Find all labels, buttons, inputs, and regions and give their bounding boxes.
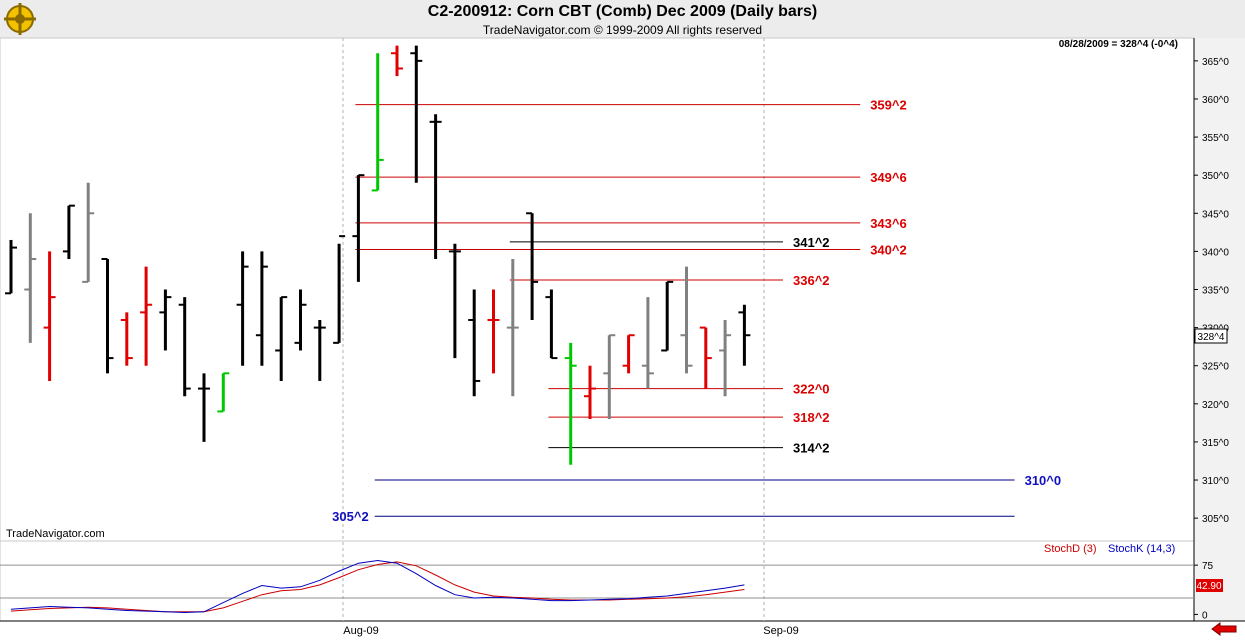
scroll-left-arrow-icon[interactable] [1211, 622, 1237, 636]
ohlc-bar [101, 258, 114, 374]
ohlc-bar [178, 297, 191, 397]
ohlc-bar [699, 326, 712, 389]
chart-title: C2-200912: Corn CBT (Comb) Dec 2009 (Dai… [427, 3, 818, 20]
ohlc-bar [603, 334, 616, 420]
stoch-last-value-box [1196, 579, 1223, 592]
ohlc-bar [275, 296, 288, 381]
last-price-label: 328^4 [1198, 332, 1225, 343]
stochastic-lines: 75 0 [0, 559, 1214, 621]
y-tick-label: 320^0 [1202, 400, 1229, 411]
ohlc-bar [236, 251, 249, 366]
ohlc-bar [140, 266, 153, 366]
y-tick-label: 315^0 [1202, 438, 1229, 449]
ohlc-bar [410, 45, 423, 183]
y-tick-label: 305^0 [1202, 514, 1229, 525]
ohlc-bar [294, 289, 307, 351]
stoch-tick-label: 75 [1202, 561, 1214, 572]
ohlc-bar [641, 297, 654, 389]
trade-navigator-logo [4, 3, 36, 35]
y-tick-label: 350^0 [1202, 171, 1229, 182]
level-label: 343^6 [870, 216, 907, 231]
ohlc-bar [448, 243, 461, 359]
stoch-d-legend: StochD (3) [1044, 543, 1097, 555]
ohlc-bar [82, 182, 95, 283]
level-label: 359^2 [870, 98, 907, 113]
ohlc-bar [661, 280, 674, 352]
level-label: 340^2 [870, 242, 907, 257]
ohlc-bar [62, 204, 75, 260]
ohlc-bar [24, 213, 37, 343]
ohlc-bar [738, 304, 751, 366]
ohlc-bar [217, 372, 230, 413]
y-tick-label: 345^0 [1202, 209, 1229, 220]
ohlc-bar [506, 259, 519, 397]
ohlc-bar [120, 312, 133, 366]
chart-subtitle: TradeNavigator.com © 1999-2009 All right… [482, 23, 763, 37]
ohlc-bar [371, 53, 384, 192]
stoch-k-legend: StochK (14,3) [1108, 543, 1175, 555]
ohlc-bar [198, 373, 210, 442]
ohlc-bar [333, 235, 346, 344]
ohlc-bar [313, 319, 326, 381]
ohlc-bar [43, 251, 56, 381]
level-label: 336^2 [793, 273, 830, 288]
ohlc-bar [719, 319, 732, 397]
ohlc-bar [680, 266, 693, 374]
watermark: TradeNavigator.com [6, 528, 105, 540]
ohlc-bar [622, 334, 635, 374]
ohlc-bar [584, 365, 596, 420]
y-tick-label: 310^0 [1202, 476, 1229, 487]
level-label: 318^2 [793, 410, 830, 425]
x-tick-sep: Sep-09 [763, 625, 798, 637]
stoch-series-line [10, 561, 745, 613]
ohlc-bar [391, 45, 403, 77]
y-tick-label: 325^0 [1202, 362, 1229, 373]
ohlc-bar [526, 212, 539, 320]
stochastic-panel [0, 540, 1195, 622]
ohlc-bar [545, 289, 558, 360]
last-price-box [1194, 328, 1228, 344]
stoch-tick-label: 0 [1202, 610, 1208, 621]
support-resistance-levels: 359^2 349^6 343^6 341^2 340^2 336^2 322^0 318^2… [332, 98, 1061, 525]
ohlc-bar [564, 342, 577, 465]
y-tick-label: 360^0 [1202, 95, 1229, 106]
level-label: 310^0 [1025, 473, 1062, 488]
ohlc-bar [255, 251, 268, 366]
ohlc-bar [429, 114, 442, 260]
price-panel [0, 37, 1195, 542]
y-tick-label: 340^0 [1202, 247, 1229, 258]
ohlc-bar [159, 289, 172, 351]
stoch-series-line [10, 559, 745, 614]
level-label: 349^6 [870, 170, 907, 185]
level-label: 314^2 [793, 441, 830, 456]
level-label: 341^2 [793, 235, 830, 250]
ohlc-bar [352, 174, 365, 282]
y-tick-label: 335^0 [1202, 286, 1229, 297]
ohlc-bar [487, 289, 500, 374]
level-label: 305^2 [332, 509, 369, 524]
y-tick-label: 365^0 [1202, 57, 1229, 68]
x-tick-aug: Aug-09 [343, 625, 378, 637]
stoch-last-value: 42.90 [1196, 581, 1221, 592]
level-label: 322^0 [793, 382, 830, 397]
ohlc-bar [5, 239, 17, 295]
ohlc-bars [5, 45, 751, 465]
y-tick-label: 355^0 [1202, 133, 1229, 144]
ohlc-bar [468, 289, 481, 397]
info-box-text: 08/28/2009 = 328^4 (-0^4) [1059, 39, 1178, 50]
chart-header: C2-200912: Corn CBT (Comb) Dec 2009 (Dai… [0, 0, 1245, 38]
